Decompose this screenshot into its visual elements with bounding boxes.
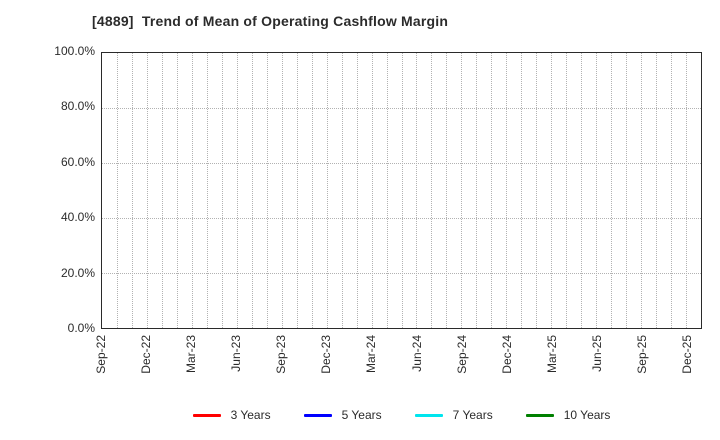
vertical-gridline (611, 53, 613, 328)
x-tick-label: Sep-22 (94, 335, 108, 374)
vertical-gridline (521, 53, 523, 328)
x-tick-label: Mar-24 (364, 335, 379, 374)
vertical-gridline (326, 53, 328, 328)
vertical-gridline (686, 53, 688, 328)
horizontal-gridline (102, 108, 701, 109)
vertical-gridline (641, 53, 643, 328)
x-tick-label: Dec-25 (679, 335, 694, 374)
x-tick-label: Jun-24 (409, 335, 424, 372)
legend-line-swatch (414, 413, 443, 417)
x-tick-label: Jun-25 (589, 335, 604, 372)
vertical-gridline (491, 53, 493, 328)
horizontal-gridline (102, 218, 701, 219)
vertical-gridline (161, 53, 163, 328)
legend-line-swatch (525, 413, 554, 417)
plot-area (101, 52, 702, 329)
vertical-gridline (566, 53, 568, 328)
vertical-gridline (581, 53, 583, 328)
vertical-gridline (416, 53, 418, 328)
legend-label: 7 Years (452, 408, 493, 422)
vertical-gridline (536, 53, 538, 328)
vertical-gridline (221, 53, 223, 328)
vertical-gridline (506, 53, 508, 328)
vertical-gridline (551, 53, 553, 328)
x-tick-label: Dec-23 (319, 335, 334, 374)
x-tick-label: Mar-23 (184, 335, 199, 374)
vertical-gridline (461, 53, 463, 328)
vertical-gridline (656, 53, 658, 328)
legend-item: 3 Years (192, 408, 271, 422)
horizontal-gridline (102, 163, 701, 164)
legend-label: 10 Years (563, 408, 611, 422)
vertical-gridline (341, 53, 343, 328)
vertical-gridline (146, 53, 148, 328)
legend-label: 5 Years (341, 408, 382, 422)
vertical-gridline (446, 53, 448, 328)
horizontal-gridline (102, 273, 701, 274)
legend-item: 10 Years (525, 408, 611, 422)
x-tick-label: Mar-25 (544, 335, 559, 374)
legend-item: 5 Years (303, 408, 382, 422)
vertical-gridline (251, 53, 253, 328)
vertical-gridline (671, 53, 673, 328)
vertical-gridline (176, 53, 178, 328)
x-tick-label: Jun-23 (229, 335, 244, 372)
y-tick-label: 100.0% (54, 44, 95, 58)
vertical-gridline (266, 53, 268, 328)
legend-label: 3 Years (230, 408, 271, 422)
vertical-gridline (281, 53, 283, 328)
vertical-gridline (596, 53, 598, 328)
y-tick-label: 80.0% (60, 99, 95, 114)
legend: 3 Years 5 Years 7 Years 10 Years (101, 403, 702, 427)
vertical-gridline (311, 53, 313, 328)
vertical-gridline (191, 53, 193, 328)
vertical-gridline (371, 53, 373, 328)
vertical-gridline (206, 53, 208, 328)
vertical-gridline (476, 53, 478, 328)
vertical-gridline (431, 53, 433, 328)
vertical-gridline (131, 53, 133, 328)
vertical-gridline (116, 53, 118, 328)
legend-line-swatch (192, 413, 221, 417)
vertical-gridline (236, 53, 238, 328)
x-tick-label: Dec-24 (499, 335, 514, 374)
x-tick-label: Dec-22 (139, 335, 154, 374)
legend-item: 7 Years (414, 408, 493, 422)
x-tick-label: Sep-24 (454, 335, 469, 374)
x-tick-label: Sep-23 (274, 335, 289, 374)
y-tick-label: 40.0% (60, 210, 95, 225)
chart-title: [4889] Trend of Mean of Operating Cashfl… (92, 13, 449, 29)
y-tick-label: 60.0% (60, 154, 95, 169)
vertical-gridline (401, 53, 403, 328)
vertical-gridline (386, 53, 388, 328)
vertical-gridline (626, 53, 628, 328)
vertical-gridline (356, 53, 358, 328)
y-tick-label: 0.0% (67, 321, 95, 335)
y-axis-labels: 100.0% 80.0% 60.0% 40.0% 20.0% 0.0% (0, 0, 95, 400)
vertical-gridline (296, 53, 298, 328)
legend-line-swatch (303, 413, 332, 417)
x-tick-label: Sep-25 (634, 335, 649, 374)
y-tick-label: 20.0% (60, 265, 95, 280)
